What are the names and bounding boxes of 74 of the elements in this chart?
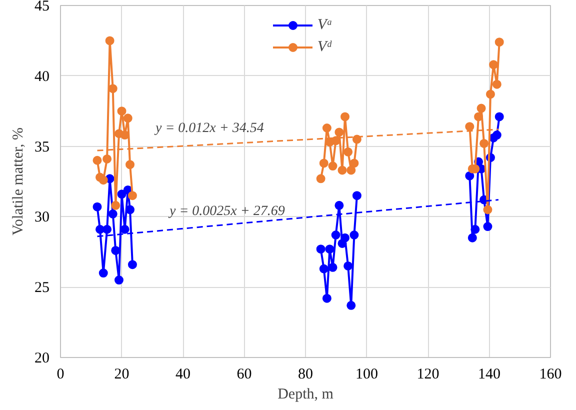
x-tick-label: 40: [176, 366, 190, 382]
y-tick-label: 45: [34, 0, 50, 14]
point: [352, 191, 362, 200]
legend-label: Vᵃ: [318, 16, 334, 34]
point: [111, 246, 120, 255]
point: [476, 104, 486, 113]
point: [319, 158, 328, 168]
point: [319, 264, 328, 274]
point: [346, 166, 356, 175]
annotation: y = 0.0025x + 27.69: [168, 204, 285, 219]
x-tick-label: 0: [56, 366, 64, 382]
y-tick-label: 25: [34, 280, 50, 296]
point: [470, 224, 480, 234]
point: [483, 222, 492, 232]
point: [102, 154, 112, 164]
point: [494, 112, 504, 122]
point: [102, 224, 112, 234]
point: [117, 106, 126, 116]
y-tick-label: 35: [34, 139, 50, 156]
point: [328, 162, 338, 171]
x-tick-label: 140: [478, 366, 500, 382]
point: [494, 38, 504, 47]
y-axis-title: Volatile matter, %: [10, 128, 26, 236]
point: [111, 200, 120, 210]
x-tick-label: 80: [298, 366, 313, 382]
point: [105, 36, 114, 46]
point: [128, 260, 137, 270]
y-tick-label: 40: [34, 68, 50, 85]
point: [465, 122, 474, 132]
y-tick-label: 20: [34, 350, 50, 366]
x-tick-label: 60: [236, 366, 252, 382]
point: [346, 300, 356, 310]
point: [483, 205, 492, 214]
point: [92, 156, 102, 165]
point: [480, 138, 489, 148]
point: [334, 128, 344, 137]
point: [316, 174, 326, 184]
point: [340, 112, 350, 122]
x-tick-label: 100: [356, 366, 378, 382]
point: [123, 114, 132, 123]
x-tick-label: 160: [539, 366, 562, 382]
point: [108, 209, 118, 218]
point: [465, 171, 474, 180]
annotation: y = 0.012x + 34.54: [154, 121, 264, 136]
point: [117, 190, 126, 199]
point: [350, 158, 359, 168]
point: [344, 261, 353, 270]
x-axis-title: Depth, m: [278, 386, 334, 402]
point: [128, 191, 137, 200]
point: [325, 244, 334, 254]
point: [468, 233, 477, 242]
point: [474, 112, 484, 122]
point: [334, 200, 344, 210]
point: [492, 80, 502, 89]
point: [344, 147, 353, 156]
point: [126, 160, 135, 170]
point: [350, 230, 359, 240]
point: [338, 166, 347, 175]
point: [322, 294, 332, 303]
point: [489, 60, 498, 70]
point: [114, 276, 124, 285]
point: [98, 176, 108, 185]
point: [98, 268, 108, 278]
point: [340, 233, 350, 242]
legend-label: Vᵈ: [318, 38, 333, 56]
point: [322, 124, 332, 132]
point: [316, 244, 326, 254]
point: [492, 130, 502, 140]
point: [92, 202, 102, 212]
y-tick-label: 30: [34, 210, 50, 226]
point: [331, 230, 340, 240]
point: [486, 90, 495, 99]
x-tick-label: 120: [416, 366, 440, 382]
x-tick-label: 20: [114, 366, 130, 382]
